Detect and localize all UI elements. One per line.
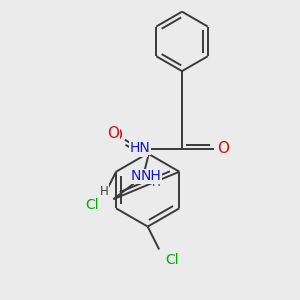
Text: NH: NH — [141, 169, 161, 183]
Text: O: O — [217, 141, 229, 156]
Text: H: H — [134, 142, 143, 155]
Text: N: N — [130, 169, 141, 183]
Text: H: H — [100, 186, 109, 199]
Text: HN: HN — [129, 141, 150, 155]
Text: O: O — [110, 128, 122, 142]
Text: O: O — [107, 127, 119, 142]
Text: Cl: Cl — [164, 252, 177, 266]
Text: Cl: Cl — [85, 198, 99, 212]
Text: Cl: Cl — [86, 197, 100, 211]
Text: H: H — [152, 176, 161, 188]
Text: Cl: Cl — [165, 253, 178, 267]
Text: N: N — [137, 142, 148, 156]
Text: H: H — [100, 185, 109, 198]
Text: O: O — [217, 141, 229, 156]
